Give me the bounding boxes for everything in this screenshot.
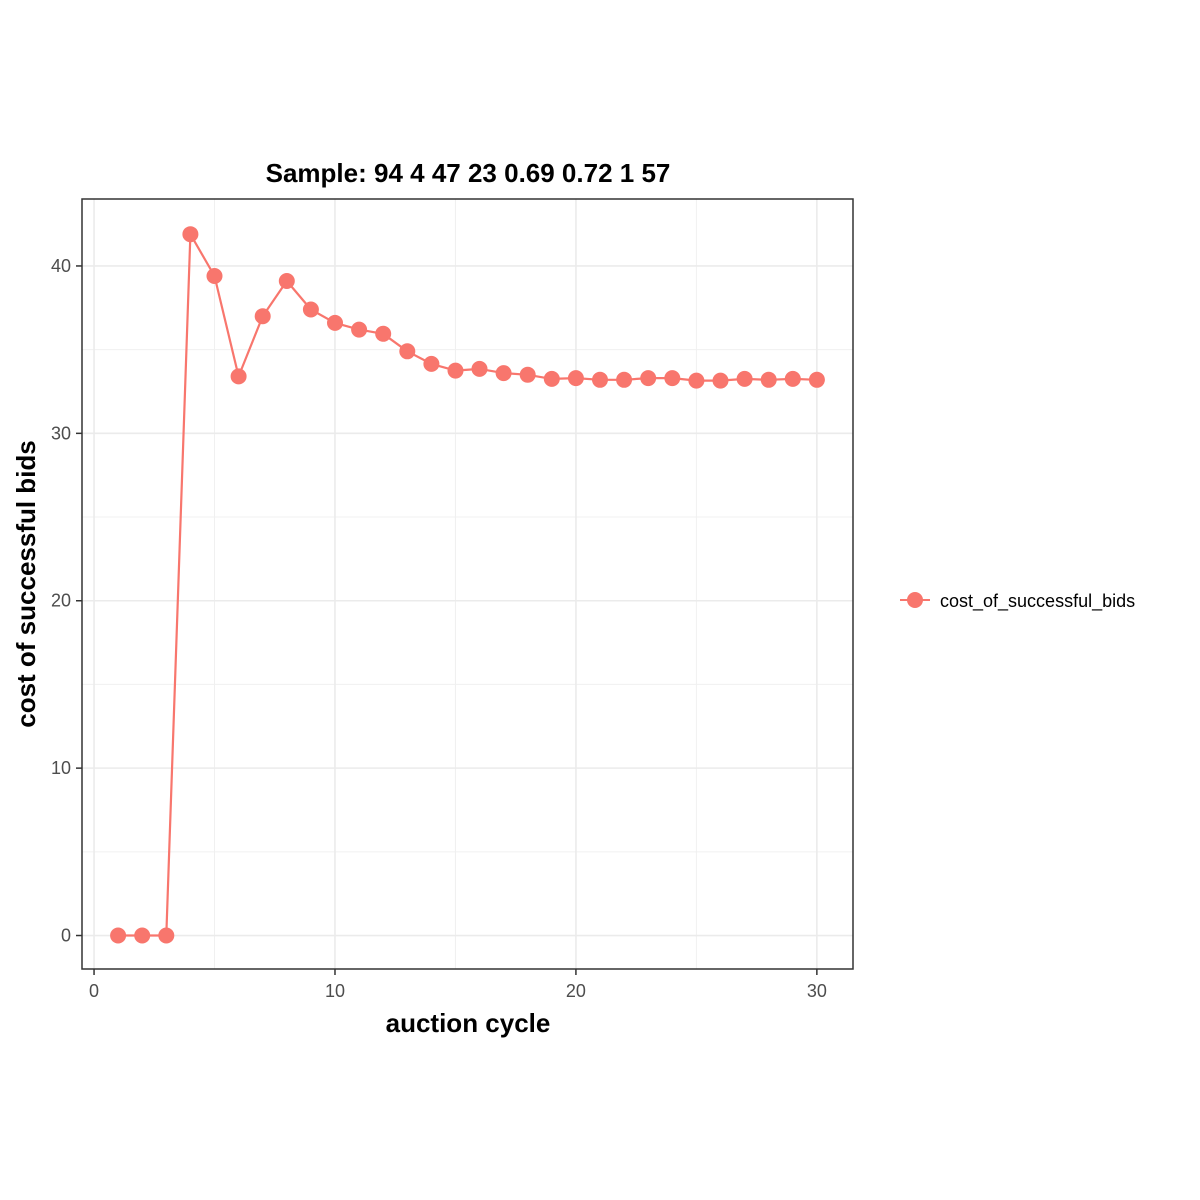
- data-point: [158, 927, 175, 944]
- y-tick-label: 40: [51, 256, 71, 276]
- data-point: [592, 371, 608, 388]
- data-point: [640, 370, 657, 387]
- data-point: [182, 226, 199, 243]
- y-tick-label: 0: [61, 926, 71, 946]
- series-layer: [110, 226, 825, 944]
- major-gridlines: [82, 199, 853, 969]
- data-point: [664, 370, 681, 387]
- y-axis-title: cost of successful bids: [11, 440, 41, 728]
- legend: cost_of_successful_bids: [900, 591, 1135, 612]
- data-point: [784, 370, 801, 387]
- chart-title: Sample: 94 4 47 23 0.69 0.72 1 57: [266, 158, 671, 188]
- x-tick-label: 0: [89, 981, 99, 1001]
- x-tick-label: 30: [807, 981, 827, 1001]
- data-point: [351, 321, 368, 338]
- x-tick-label: 20: [566, 981, 586, 1001]
- minor-gridlines: [82, 199, 853, 969]
- data-point: [495, 365, 512, 382]
- legend-label: cost_of_successful_bids: [940, 591, 1135, 612]
- x-tick-label: 10: [325, 981, 345, 1001]
- data-point: [278, 273, 295, 289]
- data-point: [254, 308, 271, 325]
- y-tick-label: 30: [51, 423, 71, 443]
- data-point: [616, 371, 633, 388]
- data-point: [736, 370, 753, 387]
- data-point: [230, 368, 247, 385]
- data-point: [399, 343, 416, 360]
- x-axis-title: auction cycle: [386, 1008, 551, 1038]
- data-point: [302, 301, 319, 318]
- y-tick-label: 10: [51, 758, 71, 778]
- data-point: [110, 927, 127, 944]
- data-point: [134, 927, 151, 944]
- data-point: [760, 371, 777, 388]
- data-point: [471, 360, 488, 377]
- data-point: [423, 355, 440, 372]
- y-tick-label: 20: [51, 591, 71, 611]
- data-point: [567, 370, 584, 387]
- data-point: [375, 325, 392, 342]
- plot-background: [82, 199, 853, 969]
- plot-border: [81, 198, 854, 970]
- data-point: [327, 314, 343, 331]
- data-point: [447, 362, 464, 379]
- y-axis: 0 10 20 30 40: [51, 256, 82, 946]
- data-point: [206, 268, 223, 284]
- data-point: [519, 366, 536, 383]
- data-point: [712, 372, 729, 389]
- data-point: [688, 372, 705, 389]
- data-point: [808, 371, 825, 388]
- legend-key-point: [907, 592, 923, 608]
- x-axis: 0 10 20 30: [89, 969, 827, 1001]
- data-point: [543, 370, 560, 387]
